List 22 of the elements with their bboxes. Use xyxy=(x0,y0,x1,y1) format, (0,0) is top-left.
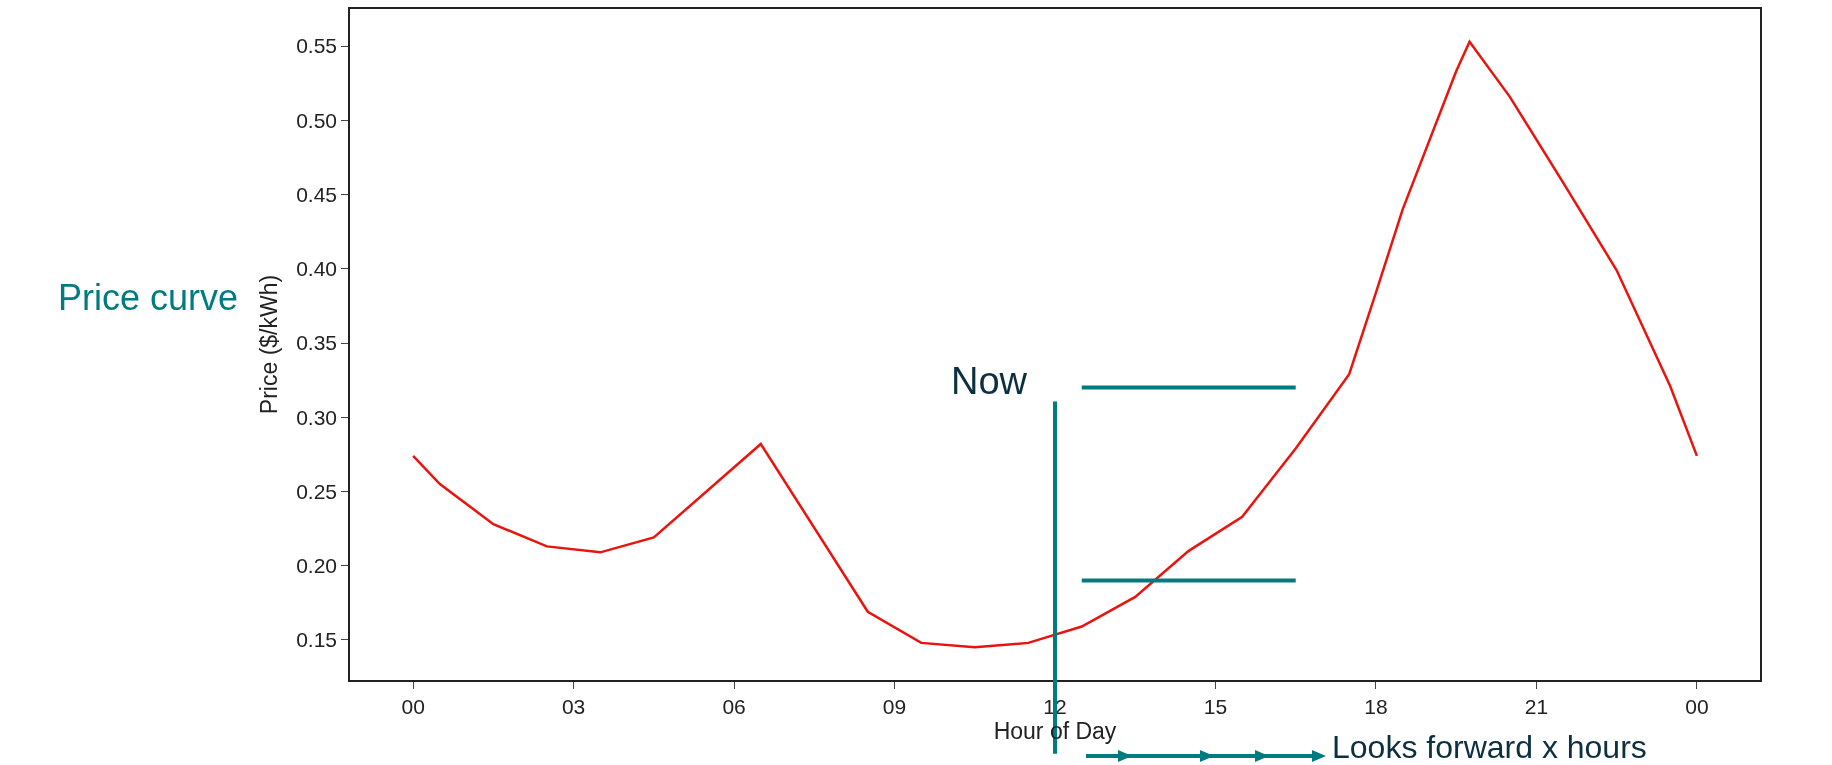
x-tick-label: 21 xyxy=(1524,694,1549,718)
y-tick-label: 0.30 xyxy=(296,405,338,429)
x-tick-label: 00 xyxy=(1685,694,1709,718)
y-tick-label: 0.45 xyxy=(296,182,338,206)
y-tick-label: 0.20 xyxy=(296,554,338,578)
y-tick-label: 0.50 xyxy=(296,108,338,132)
y-tick-label: 0.25 xyxy=(296,479,338,503)
ref-line-label: Now xyxy=(951,360,1028,402)
x-tick-label: 03 xyxy=(561,694,586,718)
y-axis-title: Price ($/kWh) xyxy=(256,274,283,415)
y-tick-label: 0.55 xyxy=(296,34,338,58)
y-tick-label: 0.40 xyxy=(296,257,338,281)
line-series xyxy=(411,40,1699,649)
y-tick-label: 0.35 xyxy=(296,331,338,355)
text: Looks forward x hours xyxy=(1332,729,1647,765)
x-tick-label: 15 xyxy=(1203,694,1228,718)
x-tick-label: 00 xyxy=(401,694,425,718)
x-tick-label: 06 xyxy=(722,694,746,718)
x-tick-label: 18 xyxy=(1364,694,1388,718)
y-tick-label: 0.15 xyxy=(296,628,338,652)
text: Price curve xyxy=(58,277,239,318)
x-tick-label: 09 xyxy=(882,694,907,718)
